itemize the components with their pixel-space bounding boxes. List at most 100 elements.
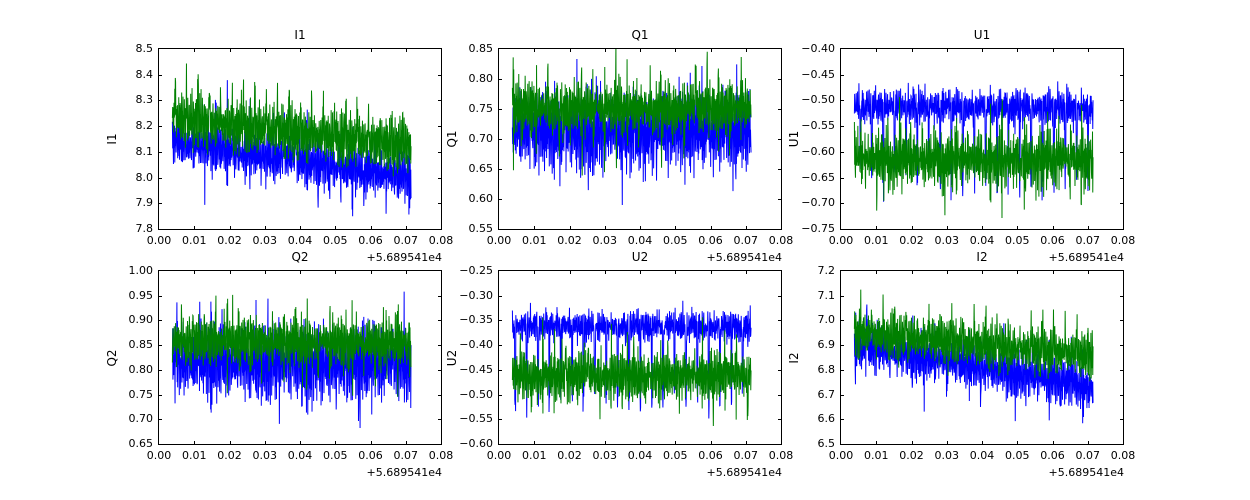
- y-tick-mark: [778, 370, 782, 371]
- y-tick-mark: [778, 79, 782, 80]
- x-tick-label: 0.07: [1075, 234, 1101, 247]
- x-tick-mark: [534, 441, 535, 445]
- y-tick-mark: [498, 109, 502, 110]
- x-tick-label: 0.00: [146, 449, 172, 462]
- y-tick-mark: [438, 419, 442, 420]
- x-tick-label: 0.03: [252, 234, 278, 247]
- x-tick-label: 0.01: [522, 234, 547, 247]
- x-tick-label: 0.03: [934, 449, 960, 462]
- y-tick-label: 6.8: [817, 362, 836, 376]
- y-tick-mark: [158, 320, 162, 321]
- y-tick-mark: [158, 419, 162, 420]
- y-tick-label: 0.65: [468, 162, 494, 175]
- y-tick-mark: [1120, 320, 1124, 321]
- x-tick-mark: [711, 226, 712, 230]
- x-tick-mark: [335, 270, 336, 274]
- y-tick-label: 0.95: [128, 288, 154, 302]
- x-tick-mark: [1017, 270, 1018, 274]
- x-tick-mark: [534, 270, 535, 274]
- x-tick-label: 0.02: [899, 449, 924, 462]
- y-tick-label: −0.45: [801, 67, 835, 81]
- y-tick-label: 8.2: [135, 119, 154, 133]
- x-tick-label: 0.08: [768, 234, 794, 247]
- y-tick-label: 0.75: [128, 387, 154, 401]
- y-tick-mark: [778, 345, 782, 346]
- x-tick-mark: [1088, 226, 1089, 230]
- x-tick-mark: [1053, 226, 1054, 230]
- x-tick-label: 0.04: [627, 449, 653, 462]
- y-tick-mark: [158, 152, 162, 153]
- x-tick-label: 0.08: [768, 449, 794, 462]
- y-tick-mark: [1120, 370, 1124, 371]
- x-tick-label: 0.01: [182, 449, 207, 462]
- subplot-title: Q1: [631, 28, 649, 42]
- x-tick-mark: [640, 226, 641, 230]
- y-tick-mark: [1120, 203, 1124, 204]
- x-tick-label: 0.01: [182, 234, 207, 247]
- x-tick-mark: [711, 270, 712, 274]
- y-tick-mark: [1120, 100, 1124, 101]
- x-tick-mark: [982, 48, 983, 52]
- x-tick-mark: [746, 226, 747, 230]
- x-tick-mark: [230, 48, 231, 52]
- y-tick-label: 7.1: [817, 288, 836, 302]
- x-tick-mark: [982, 270, 983, 274]
- y-tick-mark: [438, 75, 442, 76]
- x-tick-label: 0.06: [698, 234, 723, 247]
- x-tick-label: 0.01: [864, 234, 889, 247]
- series-green: [853, 289, 1094, 382]
- x-tick-label: 0.00: [828, 449, 854, 462]
- x-axis-offset-text: +5.689541e4: [1048, 251, 1124, 264]
- x-tick-label: 0.03: [934, 234, 960, 247]
- x-tick-label: 0.08: [1110, 234, 1136, 247]
- x-tick-label: 0.05: [1005, 449, 1030, 462]
- x-tick-mark: [947, 226, 948, 230]
- x-tick-mark: [1053, 48, 1054, 52]
- x-tick-mark: [406, 441, 407, 445]
- x-tick-mark: [194, 226, 195, 230]
- x-tick-label: 0.06: [1040, 234, 1065, 247]
- x-tick-mark: [876, 226, 877, 230]
- y-tick-label: 7.8: [135, 222, 154, 235]
- x-tick-label: 0.01: [522, 449, 547, 462]
- x-tick-mark: [640, 48, 641, 52]
- y-tick-label: 8.1: [135, 144, 154, 158]
- x-tick-label: 0.00: [486, 234, 512, 247]
- x-tick-mark: [335, 48, 336, 52]
- y-tick-mark: [1120, 126, 1124, 127]
- x-tick-label: 0.05: [663, 449, 688, 462]
- y-tick-label: 7.9: [135, 196, 154, 210]
- x-tick-label: 0.06: [358, 449, 383, 462]
- x-tick-mark: [265, 441, 266, 445]
- x-tick-mark: [711, 48, 712, 52]
- x-tick-mark: [675, 270, 676, 274]
- series-green: [171, 294, 412, 397]
- x-tick-mark: [570, 48, 571, 52]
- y-tick-mark: [778, 169, 782, 170]
- axes-area: [840, 270, 1124, 445]
- y-tick-mark: [1120, 178, 1124, 179]
- y-tick-label: 0.70: [128, 412, 154, 426]
- x-tick-label: 0.05: [663, 234, 688, 247]
- x-tick-label: 0.03: [592, 449, 618, 462]
- subplot-title: I2: [976, 250, 988, 264]
- y-tick-label: 0.90: [128, 313, 154, 327]
- y-tick-mark: [438, 178, 442, 179]
- y-tick-label: −0.60: [801, 144, 835, 158]
- x-tick-label: 0.02: [557, 234, 582, 247]
- x-tick-mark: [675, 441, 676, 445]
- y-tick-label: 0.70: [468, 132, 494, 145]
- x-tick-mark: [711, 441, 712, 445]
- y-tick-mark: [438, 345, 442, 346]
- y-tick-mark: [1120, 152, 1124, 153]
- y-tick-mark: [498, 296, 502, 297]
- x-tick-mark: [675, 48, 676, 52]
- y-tick-label: 0.80: [128, 362, 154, 376]
- x-tick-mark: [605, 226, 606, 230]
- x-tick-mark: [912, 441, 913, 445]
- y-tick-mark: [840, 75, 844, 76]
- x-tick-mark: [265, 48, 266, 52]
- y-tick-mark: [1120, 395, 1124, 396]
- y-tick-label: 0.55: [468, 222, 494, 235]
